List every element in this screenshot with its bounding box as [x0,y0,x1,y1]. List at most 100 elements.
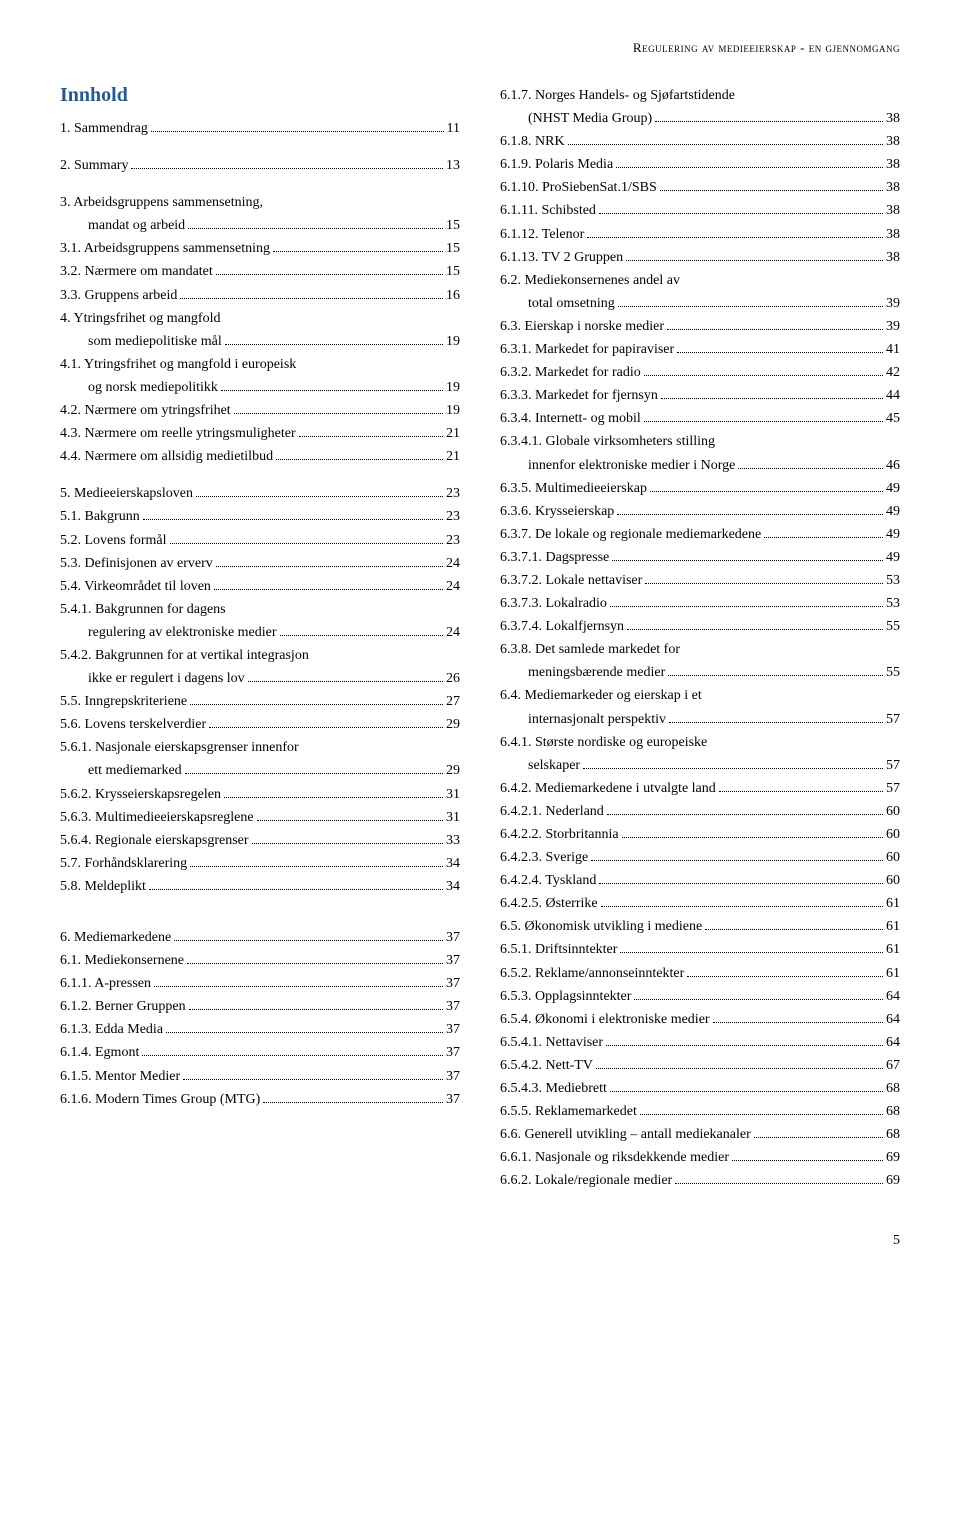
toc-label: 6.3.3. Markedet for fjernsyn [500,384,658,407]
toc-entry: 6.1.8. NRK38 [500,130,900,153]
toc-entry: 6.4.2.4. Tyskland60 [500,869,900,892]
toc-entry: 5.4.1. Bakgrunnen for dagens [60,598,460,621]
toc-leader-dots [617,514,883,515]
toc-leader-dots [713,1022,883,1023]
toc-leader-dots [622,837,883,838]
page-number: 5 [60,1233,900,1249]
toc-page: 31 [446,783,460,806]
toc-page: 21 [446,445,460,468]
toc-page: 29 [446,713,460,736]
toc-page: 61 [886,892,900,915]
toc-entry: 6.4.2.1. Nederland60 [500,800,900,823]
toc-leader-dots [248,681,443,682]
toc-entry: 5.2. Lovens formål23 [60,529,460,552]
toc-page: 38 [886,107,900,130]
toc-leader-dots [154,986,443,987]
toc-entry: 6.4.1. Største nordiske og europeiske [500,731,900,754]
toc-leader-dots [601,906,883,907]
toc-page: 60 [886,846,900,869]
toc-label: 6.5.4.3. Mediebrett [500,1077,607,1100]
toc-leader-dots [677,352,883,353]
toc-entry: 6.5.4. Økonomi i elektroniske medier64 [500,1008,900,1031]
toc-page: 61 [886,938,900,961]
toc-entry: 6.1.9. Polaris Media38 [500,153,900,176]
toc-page: 60 [886,823,900,846]
toc-page: 45 [886,407,900,430]
toc-page: 24 [446,552,460,575]
toc-leader-dots [687,976,883,977]
toc-entry: 6.3.8. Det samlede markedet for [500,638,900,661]
toc-label: 6.4. Mediemarkeder og eierskap i et [500,684,702,707]
toc-entry: 6.3.4. Internett- og mobil45 [500,407,900,430]
toc-leader-dots [166,1032,443,1033]
toc-leader-dots [189,1009,443,1010]
toc-page: 61 [886,915,900,938]
toc-leader-dots [216,566,443,567]
toc-leader-dots [185,773,443,774]
toc-label: 4.3. Nærmere om reelle ytringsmuligheter [60,422,296,445]
toc-leader-dots [668,675,883,676]
toc-label: ett mediemarked [88,759,182,782]
toc-leader-dots [719,791,883,792]
toc-label: 6.3.7.4. Lokalfjernsyn [500,615,624,638]
toc-page: 69 [886,1146,900,1169]
toc-leader-dots [738,468,883,469]
toc-label: 6.3.7.3. Lokalradio [500,592,607,615]
toc-leader-dots [640,1114,883,1115]
toc-spacer [60,177,460,191]
toc-entry: 5.4. Virkeområdet til loven24 [60,575,460,598]
toc-label: som mediepolitiske mål [88,330,222,353]
toc-page: 60 [886,800,900,823]
toc-entry: 4.1. Ytringsfrihet og mangfold i europei… [60,353,460,376]
toc-page: 44 [886,384,900,407]
toc-label: internasjonalt perspektiv [528,708,666,731]
toc-spacer [60,140,460,154]
toc-leader-dots [644,375,883,376]
toc-entry: 6.5.4.1. Nettaviser64 [500,1031,900,1054]
toc-leader-dots [610,1091,883,1092]
toc-entry: 5.4.2. Bakgrunnen for at vertikal integr… [60,644,460,667]
toc-label: 6.1.5. Mentor Medier [60,1065,180,1088]
toc-entry: regulering av elektroniske medier24 [60,621,460,644]
toc-entry: 4.3. Nærmere om reelle ytringsmuligheter… [60,422,460,445]
toc-label: 6.4.2.3. Sverige [500,846,588,869]
toc-page: 39 [886,292,900,315]
toc-label: 6.1.10. ProSiebenSat.1/SBS [500,176,657,199]
toc-label: 6.5.5. Reklamemarkedet [500,1100,637,1123]
toc-entry: 5.6. Lovens terskelverdier29 [60,713,460,736]
toc-entry: 6.5.2. Reklame/annonseinntekter61 [500,962,900,985]
toc-leader-dots [754,1137,883,1138]
toc-entry: 6.4.2.5. Østerrike61 [500,892,900,915]
toc-page: 60 [886,869,900,892]
toc-page: 64 [886,985,900,1008]
toc-spacer [60,898,460,912]
toc-leader-dots [627,629,883,630]
toc-page: 41 [886,338,900,361]
toc-leader-dots [607,814,883,815]
toc-entry: (NHST Media Group)38 [500,107,900,130]
toc-label: 3. Arbeidsgruppens sammensetning, [60,191,263,214]
toc-entry: 6.1.11. Schibsted38 [500,199,900,222]
toc-label: total omsetning [528,292,615,315]
toc-spacer [60,912,460,926]
toc-entry: 6.5. Økonomisk utvikling i mediene61 [500,915,900,938]
toc-leader-dots [216,274,443,275]
toc-entry: 6.3.7.1. Dagspresse49 [500,546,900,569]
toc-page: 37 [446,1065,460,1088]
toc-entry: 1. Sammendrag11 [60,117,460,140]
left-column: Innhold 1. Sammendrag112. Summary133. Ar… [60,84,460,1193]
toc-leader-dots [257,820,443,821]
toc-page: 55 [886,615,900,638]
toc-page: 57 [886,777,900,800]
toc-page: 49 [886,500,900,523]
toc-leader-dots [650,491,883,492]
toc-columns: Innhold 1. Sammendrag112. Summary133. Ar… [60,84,900,1193]
toc-entry: 2. Summary13 [60,154,460,177]
toc-leader-dots [620,952,883,953]
toc-leader-dots [174,940,443,941]
running-header: Regulering av medieeierskap - en gjennom… [60,40,900,56]
toc-page: 53 [886,569,900,592]
toc-label: 6.5.3. Opplagsinntekter [500,985,631,1008]
toc-entry: total omsetning 39 [500,292,900,315]
toc-leader-dots [273,251,443,252]
